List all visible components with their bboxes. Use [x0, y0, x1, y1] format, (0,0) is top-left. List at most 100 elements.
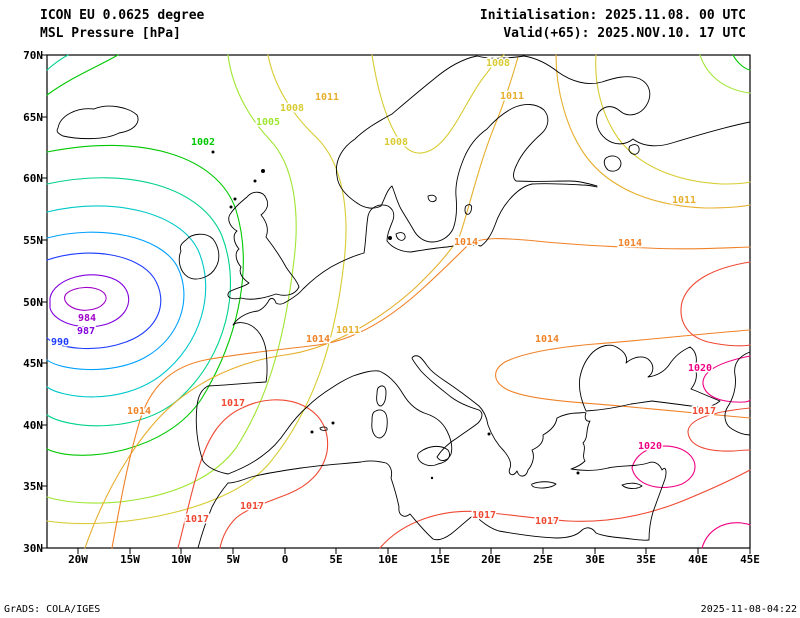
isobar-1002-ne	[732, 54, 751, 71]
isobar-1020-corner	[701, 522, 751, 549]
lat-label: 65N	[23, 111, 43, 124]
isobar-label: 1017	[472, 510, 496, 521]
island-gotland	[464, 204, 473, 215]
island-cyprus	[621, 482, 643, 489]
axis-labels: 70N 65N 60N 55N 50N 45N 40N 35N 30N 20W …	[23, 49, 760, 566]
isobar-996	[46, 205, 207, 398]
lat-label: 50N	[23, 296, 43, 309]
islands	[211, 150, 643, 489]
island-orkney	[253, 179, 257, 183]
island-ibiza	[310, 430, 314, 434]
isobar-999-corner	[46, 54, 69, 71]
island-sicily	[417, 445, 450, 467]
island-funen	[388, 236, 392, 240]
lon-label: 10W	[171, 553, 191, 566]
lat-ticks	[41, 54, 47, 549]
isobar-label: 1014	[454, 237, 478, 248]
isobar-984	[64, 286, 107, 311]
coastline-great-britain	[227, 191, 300, 300]
isobar-1011-east	[555, 54, 751, 209]
isobar-label: 990	[51, 337, 69, 348]
lat-label: 30N	[23, 542, 43, 555]
coastline-scandinavia-baltic	[356, 104, 598, 243]
lon-label: 0	[282, 553, 289, 566]
isobar-1008	[46, 54, 347, 525]
isobar-label: 1017	[535, 516, 559, 527]
isobar-label: 1017	[240, 501, 264, 512]
model-title: ICON EU 0.0625 degree	[40, 8, 205, 23]
isobars-layer	[46, 54, 751, 549]
valid-time: Valid(+65): 2025.NOV.10. 17 UTC	[503, 26, 746, 41]
lon-ticks	[77, 548, 751, 554]
grads-credit: GrADS: COLA/IGES	[4, 604, 100, 615]
isobar-1002-corner	[46, 54, 119, 96]
isobar-label: 1011	[672, 195, 696, 206]
coastline-mainland-atlantic	[195, 183, 598, 475]
lon-label: 20E	[481, 553, 501, 566]
isobar-label: 984	[78, 313, 96, 324]
lon-label: 15W	[120, 553, 140, 566]
lon-label: 35E	[636, 553, 656, 566]
coastline-black-sea	[578, 344, 721, 412]
island-shetland	[261, 169, 265, 173]
isobar-label: 1002	[191, 137, 215, 148]
coastline-caspian-sea	[724, 351, 751, 436]
isobar-1017-africa	[379, 469, 751, 549]
lon-label: 40E	[688, 553, 708, 566]
lake-vanern	[427, 194, 437, 203]
lakes	[427, 144, 640, 203]
lat-label: 70N	[23, 49, 43, 62]
isobar-label: 1020	[688, 363, 712, 374]
island-sardinia	[371, 409, 388, 439]
island-crete	[531, 481, 557, 489]
isobar-1008-east	[595, 54, 751, 185]
island-minorca	[331, 421, 335, 425]
footer: GrADS: COLA/IGES 2025-11-08-04:22	[4, 604, 797, 615]
isobar-label: 1020	[638, 441, 662, 452]
isobar-labels: 984 987 990 1002 1005 1008 1011 1008 100…	[49, 57, 717, 529]
island-majorca	[319, 426, 328, 431]
isobar-label: 1008	[486, 58, 510, 69]
lon-label: 10E	[378, 553, 398, 566]
isobar-label: 1008	[280, 103, 304, 114]
island-corfu	[487, 432, 491, 436]
isobar-label: 1011	[315, 92, 339, 103]
island-hebrides-2	[229, 205, 233, 209]
isobar-1011	[84, 56, 519, 549]
isobar-label: 1014	[535, 334, 559, 345]
isobar-1017-east-upper	[680, 261, 751, 347]
island-corsica	[376, 385, 387, 407]
island-faroe	[211, 150, 215, 154]
lon-label: 25E	[533, 553, 553, 566]
island-zealand	[395, 232, 406, 241]
isobar-label: 1005	[256, 117, 280, 128]
lat-label: 45N	[23, 357, 43, 370]
isobar-1020-cell	[631, 445, 696, 488]
lake-onega	[628, 144, 640, 155]
isobar-label: 1014	[618, 238, 642, 249]
island-malta	[430, 476, 434, 480]
isobar-1014-balkan	[495, 329, 751, 419]
isobar-label: 1011	[500, 91, 524, 102]
isobar-1014	[111, 238, 751, 549]
lon-label: 45E	[740, 553, 760, 566]
lon-label: 20W	[68, 553, 88, 566]
isobar-1002	[46, 144, 244, 456]
isobar-label: 1014	[127, 406, 151, 417]
isobar-label: 987	[77, 326, 95, 337]
isobar-label: 1014	[306, 334, 330, 345]
coastline-mediterranean	[197, 355, 667, 549]
isobar-label: 1017	[185, 514, 209, 525]
isobar-1008-north	[371, 54, 505, 154]
isobar-label: 1011	[336, 325, 360, 336]
coastline-ireland	[178, 233, 220, 280]
isobar-993	[46, 231, 185, 371]
coastline-iceland	[56, 105, 139, 140]
map-frame	[41, 54, 751, 554]
island-hebrides-1	[233, 197, 237, 201]
isobar-label: 1008	[384, 137, 408, 148]
field-title: MSL Pressure [hPa]	[40, 26, 181, 41]
isobar-999	[46, 177, 232, 427]
isobar-label: 1017	[221, 398, 245, 409]
